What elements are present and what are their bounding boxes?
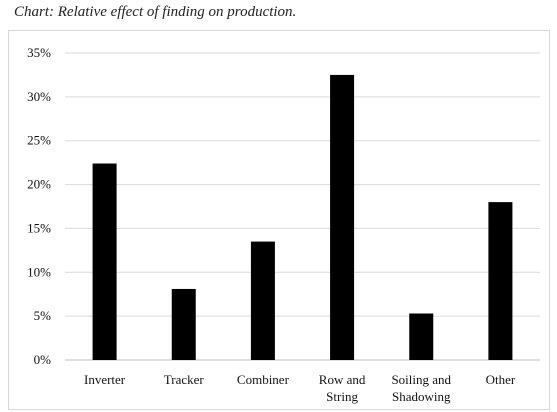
bar <box>92 163 117 360</box>
bar <box>409 313 434 360</box>
x-tick-label: Soiling and <box>391 372 451 387</box>
x-tick-label: Shadowing <box>392 389 451 404</box>
y-tick-label: 0% <box>34 352 52 367</box>
x-tick-label: Other <box>486 372 516 387</box>
bar <box>330 74 355 360</box>
x-tick-label: Inverter <box>84 372 126 387</box>
chart-title: Chart: Relative effect of finding on pro… <box>14 4 297 20</box>
x-tick-label: String <box>326 389 358 404</box>
y-tick-label: 35% <box>27 45 51 60</box>
y-tick-label: 15% <box>27 220 51 235</box>
bar <box>250 241 275 360</box>
x-tick-label: Tracker <box>164 372 205 387</box>
x-tick-label: Combiner <box>237 372 290 387</box>
y-tick-label: 30% <box>27 89 51 104</box>
bar <box>171 288 196 360</box>
y-tick-label: 10% <box>27 264 51 279</box>
bar <box>488 202 513 360</box>
y-tick-label: 20% <box>27 177 51 192</box>
x-tick-label: Row and <box>319 372 366 387</box>
y-tick-label: 5% <box>34 308 52 323</box>
y-tick-label: 25% <box>27 133 51 148</box>
